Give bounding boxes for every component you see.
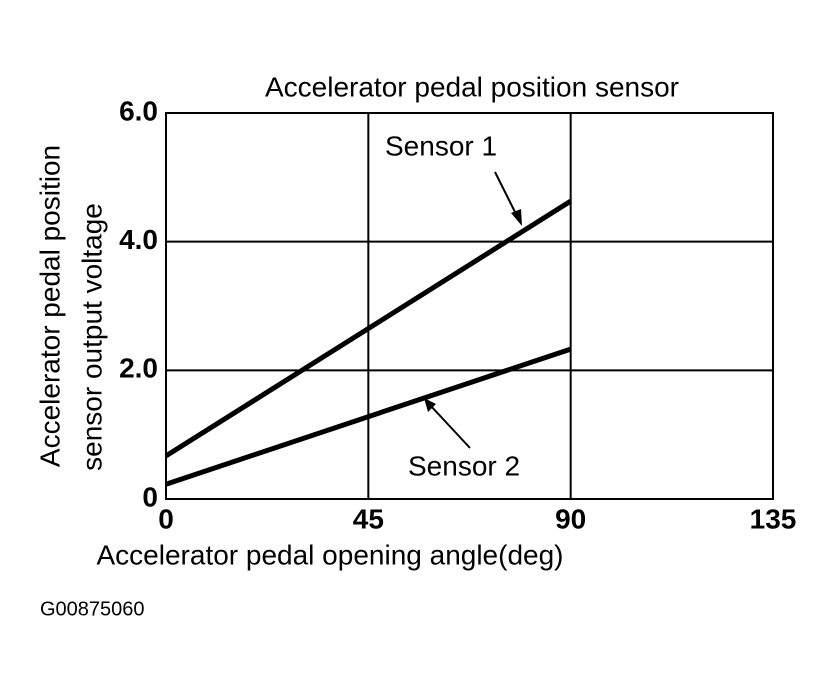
- y-axis-label: Accelerator pedal position: [34, 145, 65, 467]
- arrowhead: [511, 209, 522, 226]
- x-tick-label: 90: [555, 503, 586, 534]
- y-tick-label: 4.0: [119, 224, 158, 255]
- x-tick-label: 0: [158, 503, 174, 534]
- figure-code: G00875060: [40, 598, 145, 620]
- x-tick-label: 45: [353, 503, 384, 534]
- series-label: Sensor 2: [408, 450, 520, 481]
- annotation-arrow: [494, 171, 519, 219]
- y-tick-label: 6.0: [119, 95, 158, 126]
- x-axis-label: Accelerator pedal opening angle(deg): [97, 539, 564, 570]
- y-axis-label: sensor output voltage: [76, 203, 107, 471]
- plot-frame: [165, 112, 774, 500]
- y-tick-label: 0: [142, 481, 158, 512]
- series-label: Sensor 1: [385, 130, 497, 161]
- series-line: [164, 199, 572, 459]
- annotation-arrow: [429, 404, 471, 449]
- y-tick-label: 2.0: [119, 353, 158, 384]
- chart-title: Accelerator pedal position sensor: [265, 71, 679, 102]
- x-tick-label: 135: [750, 503, 797, 534]
- series-line: [165, 346, 572, 487]
- arrowhead: [424, 398, 436, 412]
